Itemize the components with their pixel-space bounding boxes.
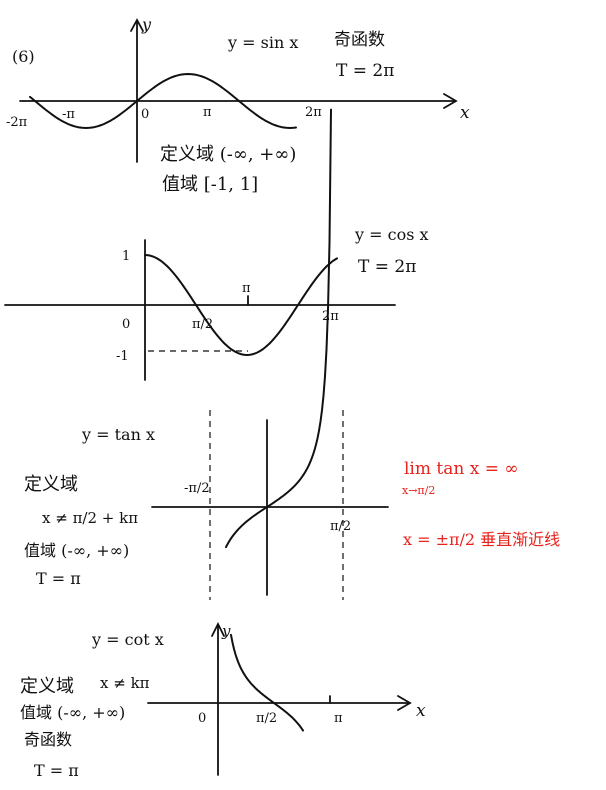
problem-number: (6) xyxy=(12,47,35,66)
cot-x-axis-label: x xyxy=(416,701,426,721)
cos-tick-pi: π xyxy=(242,281,251,296)
cos-y-tick-one: 1 xyxy=(122,249,130,264)
tan-domain-label: 定义域 xyxy=(24,474,78,495)
sin-range: 值域 [-1, 1] xyxy=(162,174,258,195)
cot-tick-pi: π xyxy=(334,711,343,726)
tan-graph-panel: -π/2 π/2 y = tan x 定义域 x ≠ π/2 + kπ 值域 (… xyxy=(24,108,560,600)
sin-tick-neg-2pi: -2π xyxy=(6,115,28,130)
sin-domain: 定义域 (-∞, +∞) xyxy=(160,144,296,165)
cot-tick-zero: 0 xyxy=(198,711,206,726)
cot-graph-panel: x y 0 π/2 π y = cot x 定义域 x ≠ kπ 值域 (-∞,… xyxy=(20,621,426,780)
tan-limit-expression: lim tan x = ∞ xyxy=(404,459,519,479)
sin-graph-panel: (6) x y -2π -π 0 π 2π y = sin x 奇函数 T = … xyxy=(6,15,470,195)
cot-tick-half-pi: π/2 xyxy=(256,711,277,726)
tan-curve xyxy=(225,108,332,549)
cos-function-label: y = cos x xyxy=(354,225,429,244)
tan-limit-subscript: x→π/2 xyxy=(402,484,435,497)
cot-function-label: y = cot x xyxy=(91,630,164,649)
tan-period: T = π xyxy=(36,569,81,588)
sin-tick-2pi: 2π xyxy=(305,105,322,120)
sin-x-arrow xyxy=(443,93,458,109)
cos-curve xyxy=(144,254,338,356)
cos-tick-half-pi: π/2 xyxy=(192,317,213,332)
cot-y-arrow xyxy=(211,621,225,637)
tan-tick-half-pi: π/2 xyxy=(330,519,351,534)
cot-domain-value: x ≠ kπ xyxy=(100,674,150,692)
sin-period: T = 2π xyxy=(336,61,394,81)
cot-period: T = π xyxy=(34,761,79,780)
cot-range: 值域 (-∞, +∞) xyxy=(20,703,125,722)
cos-tick-2pi: 2π xyxy=(322,309,339,324)
cos-graph-panel: 1 -1 0 π/2 π 2π y = cos x T = 2π xyxy=(4,225,429,381)
sin-parity: 奇函数 xyxy=(334,30,385,50)
sin-y-axis-label: y xyxy=(141,15,152,34)
cos-tick-zero: 0 xyxy=(122,317,130,332)
sin-y-arrow xyxy=(130,18,144,32)
sin-tick-neg-pi: -π xyxy=(62,107,75,122)
tan-vertical-asymptote-note: x = ±π/2 垂直渐近线 xyxy=(403,530,560,549)
sin-function-label: y = sin x xyxy=(227,33,298,52)
tan-limit-note: lim tan x = ∞ x→π/2 x = ±π/2 垂直渐近线 xyxy=(402,459,560,549)
cot-parity: 奇函数 xyxy=(24,730,72,749)
tan-function-label: y = tan x xyxy=(81,425,155,444)
cos-y-tick-neg-one: -1 xyxy=(116,349,129,364)
cot-curve xyxy=(230,633,304,732)
sin-tick-pi: π xyxy=(203,105,212,120)
sin-tick-zero: 0 xyxy=(141,107,149,122)
cot-x-arrow xyxy=(397,695,412,711)
tan-tick-neg-half-pi: -π/2 xyxy=(184,481,210,496)
sin-curve xyxy=(29,73,297,129)
tan-range: 值域 (-∞, +∞) xyxy=(24,541,129,560)
cot-y-axis-label: y xyxy=(221,622,231,640)
cot-domain-label: 定义域 xyxy=(20,676,74,697)
tan-domain-value: x ≠ π/2 + kπ xyxy=(42,509,138,527)
cos-period: T = 2π xyxy=(358,257,416,277)
sin-x-axis-label: x xyxy=(460,103,470,123)
